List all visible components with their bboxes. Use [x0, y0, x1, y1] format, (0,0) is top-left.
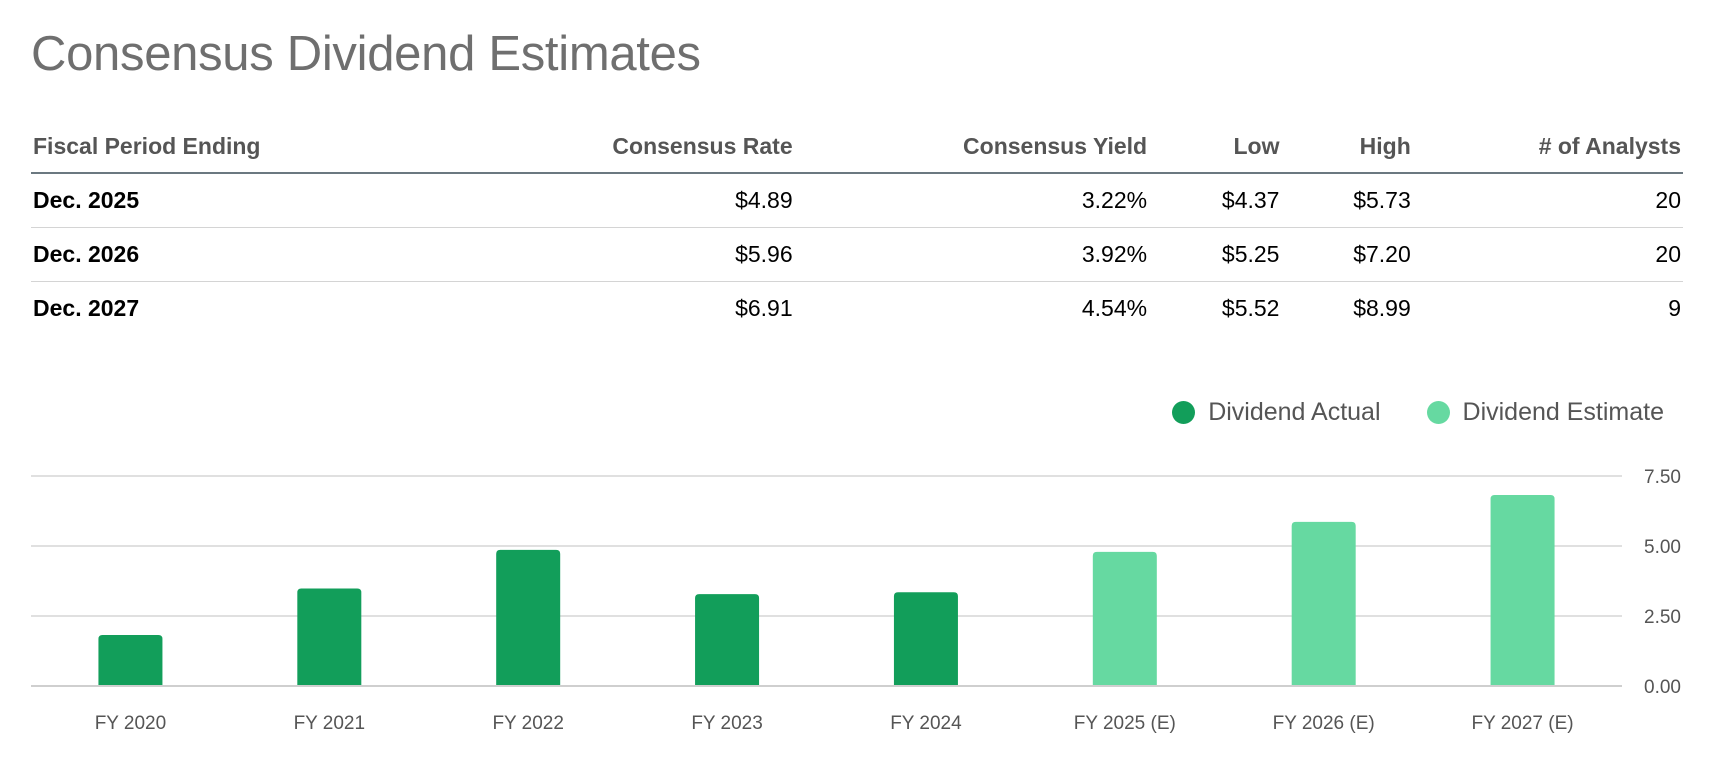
bar-actual	[695, 594, 760, 686]
cell-low: $5.25	[1149, 227, 1282, 282]
x-tick-label: FY 2025 (E)	[1074, 713, 1176, 734]
col-header-low[interactable]: Low	[1149, 120, 1282, 174]
y-tick-label: 5.00	[1644, 537, 1681, 558]
legend-label-estimate: Dividend Estimate	[1462, 398, 1664, 426]
cell-period: Dec. 2027	[33, 295, 140, 321]
cell-consensus-yield: 3.92%	[794, 227, 1150, 282]
table-header-row: Fiscal Period Ending Consensus Rate Cons…	[31, 120, 1683, 174]
legend-item-actual[interactable]: Dividend Actual	[1172, 398, 1381, 427]
page-title: Consensus Dividend Estimates	[31, 27, 701, 81]
legend-swatch-actual	[1172, 401, 1196, 424]
col-header-consensus-yield[interactable]: Consensus Yield	[794, 120, 1150, 174]
dividend-bar-chart: 0.00 2.50 5.00 7.50 FY 2020 FY 2021 FY 2022 FY …	[31, 467, 1681, 734]
cell-period: Dec. 2026	[31, 227, 373, 282]
bar-estimate	[1291, 521, 1356, 686]
x-tick-label: FY 2020	[95, 713, 166, 734]
bar-actual	[98, 635, 163, 686]
y-tick-label: 7.50	[1644, 467, 1681, 488]
table-row: Dec. 2025 $4.89 3.22% $4.37 $5.73 20	[31, 173, 1683, 228]
cell-low: $4.37	[1149, 173, 1282, 228]
cell-analysts: 20	[1412, 173, 1683, 228]
cell-high: $8.99	[1353, 295, 1411, 321]
bar-actual	[496, 549, 561, 686]
cell-consensus-yield: 3.22%	[794, 173, 1150, 228]
dividend-estimates-table: Fiscal Period Ending Consensus Rate Cons…	[31, 120, 1683, 335]
table-row: Dec. 2027 $6.91 4.54% $5.52 $8.99 9	[31, 282, 1683, 336]
col-header-fiscal-period[interactable]: Fiscal Period Ending	[31, 120, 373, 174]
legend-label-actual: Dividend Actual	[1208, 398, 1381, 426]
y-tick-label: 2.50	[1644, 607, 1681, 628]
cell-consensus-rate: $6.91	[735, 295, 793, 321]
legend-swatch-estimate	[1426, 401, 1450, 424]
cell-high: $7.20	[1281, 227, 1413, 282]
col-header-consensus-rate[interactable]: Consensus Rate	[372, 120, 795, 174]
cell-analysts: 20	[1412, 227, 1683, 282]
x-tick-label: FY 2027 (E)	[1472, 713, 1574, 734]
cell-period: Dec. 2025	[31, 173, 373, 228]
col-header-analysts[interactable]: # of Analysts	[1412, 120, 1683, 174]
x-tick-label: FY 2024	[890, 713, 962, 734]
y-tick-label: 0.00	[1644, 677, 1681, 698]
bar-estimate	[1490, 495, 1555, 686]
x-tick-label: FY 2022	[492, 713, 563, 734]
table-row: Dec. 2026 $5.96 3.92% $5.25 $7.20 20	[31, 227, 1683, 282]
cell-high: $5.73	[1281, 173, 1413, 228]
cell-analysts: 9	[1668, 295, 1681, 321]
cell-low: $5.52	[1221, 295, 1280, 321]
x-tick-label: FY 2026 (E)	[1273, 713, 1375, 734]
x-tick-label: FY 2021	[294, 713, 365, 734]
chart-legend: Dividend Actual Dividend Estimate	[1126, 398, 1664, 427]
bar-estimate	[1092, 551, 1157, 686]
legend-item-estimate[interactable]: Dividend Estimate	[1426, 398, 1664, 427]
bar-actual	[297, 588, 362, 686]
cell-consensus-rate: $4.89	[372, 173, 795, 228]
col-header-high[interactable]: High	[1281, 120, 1413, 174]
x-tick-label: FY 2023	[691, 713, 762, 734]
cell-consensus-yield: 4.54%	[1081, 295, 1148, 321]
bar-actual	[893, 592, 958, 686]
cell-consensus-rate: $5.96	[372, 227, 795, 282]
